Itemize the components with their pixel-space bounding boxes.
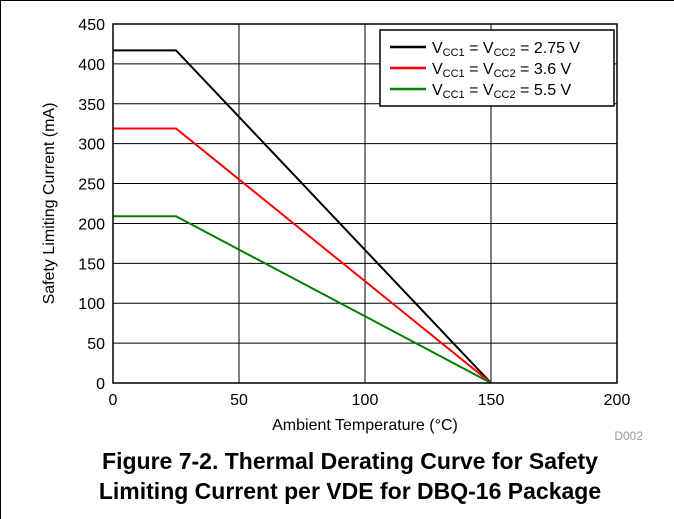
y-tick-label: 250 <box>78 177 105 194</box>
x-tick-label: 100 <box>352 392 379 409</box>
legend-label-3: VCC1 = VCC2 = 5.5 V <box>432 82 572 101</box>
frame-left-border <box>0 0 1 519</box>
series-line-2 <box>113 127 492 384</box>
y-tick-label: 300 <box>78 137 105 154</box>
legend: VCC1 = VCC2 = 2.75 V VCC1 = VCC2 = 3.6 V V… <box>379 29 615 107</box>
derating-chart: 0 50 100 150 200050100150200250300350400450 … <box>41 17 643 443</box>
frame-top-border <box>0 0 674 1</box>
figure-caption-line-1: Figure 7-2. Thermal Derating Curve for S… <box>102 448 598 474</box>
y-tick-label: 0 <box>96 376 105 393</box>
y-tick-label: 50 <box>87 336 105 353</box>
y-tick-label: 100 <box>78 296 105 313</box>
x-tick-label: 0 <box>109 392 118 409</box>
y-tick-label: 400 <box>78 57 105 74</box>
x-tick-label: 50 <box>230 392 248 409</box>
y-tick-label: 200 <box>78 216 105 233</box>
series-lines <box>113 49 492 384</box>
series-line-1 <box>113 49 492 384</box>
series-line-3 <box>113 215 492 384</box>
legend-label-1: VCC1 = VCC2 = 2.75 V <box>432 40 580 59</box>
figure-id: D002 <box>614 429 643 443</box>
plot-area-border <box>112 23 618 384</box>
y-tick-label: 350 <box>78 97 105 114</box>
legend-label-2: VCC1 = VCC2 = 3.6 V <box>432 61 572 80</box>
tick-labels: 0 50 100 150 200 0 50 100 150 200 250 300 350 400 450 <box>78 17 630 409</box>
x-axis-label: Ambient Temperature (°C) <box>272 417 458 434</box>
x-tick-label: 200 <box>604 392 631 409</box>
figure-caption-line-2: Limiting Current per VDE for DBQ-16 Pack… <box>98 478 602 504</box>
y-tick-label: 150 <box>78 256 105 273</box>
y-axis-label: Safety Limiting Current (mA) <box>41 103 58 305</box>
x-tick-label: 150 <box>478 392 505 409</box>
y-tick-label: 450 <box>78 17 105 34</box>
